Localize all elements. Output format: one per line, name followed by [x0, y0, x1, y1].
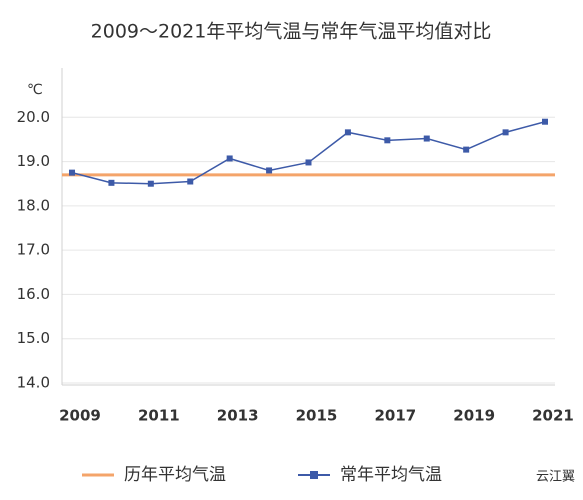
marker — [266, 167, 273, 174]
marker — [542, 118, 548, 125]
y-tick-label: 16.0 — [17, 285, 50, 303]
x-tick-label: 2015 — [296, 407, 338, 425]
legend-marker — [310, 471, 318, 479]
y-tick-label: 15.0 — [17, 329, 50, 347]
x-tick-label: 2017 — [374, 407, 416, 425]
x-tick-label: 2019 — [453, 407, 495, 425]
x-tick-label: 2011 — [138, 407, 180, 425]
y-tick-label: 20.0 — [17, 108, 50, 126]
x-tick-label: 2021 — [532, 407, 574, 425]
y-tick-label: 17.0 — [17, 241, 50, 259]
legend-label: 历年平均气温 — [124, 465, 226, 485]
marker — [463, 146, 470, 153]
y-unit: ℃ — [27, 82, 43, 98]
marker — [147, 180, 154, 187]
marker — [69, 169, 75, 176]
x-tick-label: 2009 — [59, 407, 101, 425]
marker — [305, 159, 312, 166]
x-tick-label: 2013 — [217, 407, 259, 425]
marker — [423, 135, 430, 142]
marker — [187, 178, 194, 185]
marker — [108, 179, 115, 186]
marker — [384, 137, 391, 144]
y-tick-label: 14.0 — [17, 374, 50, 392]
y-tick-label: 18.0 — [17, 196, 50, 214]
watermark: 云江翼 — [536, 470, 575, 485]
marker — [226, 155, 233, 162]
legend-label: 常年平均气温 — [340, 465, 442, 485]
marker — [502, 129, 509, 136]
y-tick-label: 19.0 — [17, 152, 50, 170]
marker — [344, 129, 351, 136]
chart-title: 2009～2021年平均气温与常年气温平均值对比 — [91, 21, 492, 43]
